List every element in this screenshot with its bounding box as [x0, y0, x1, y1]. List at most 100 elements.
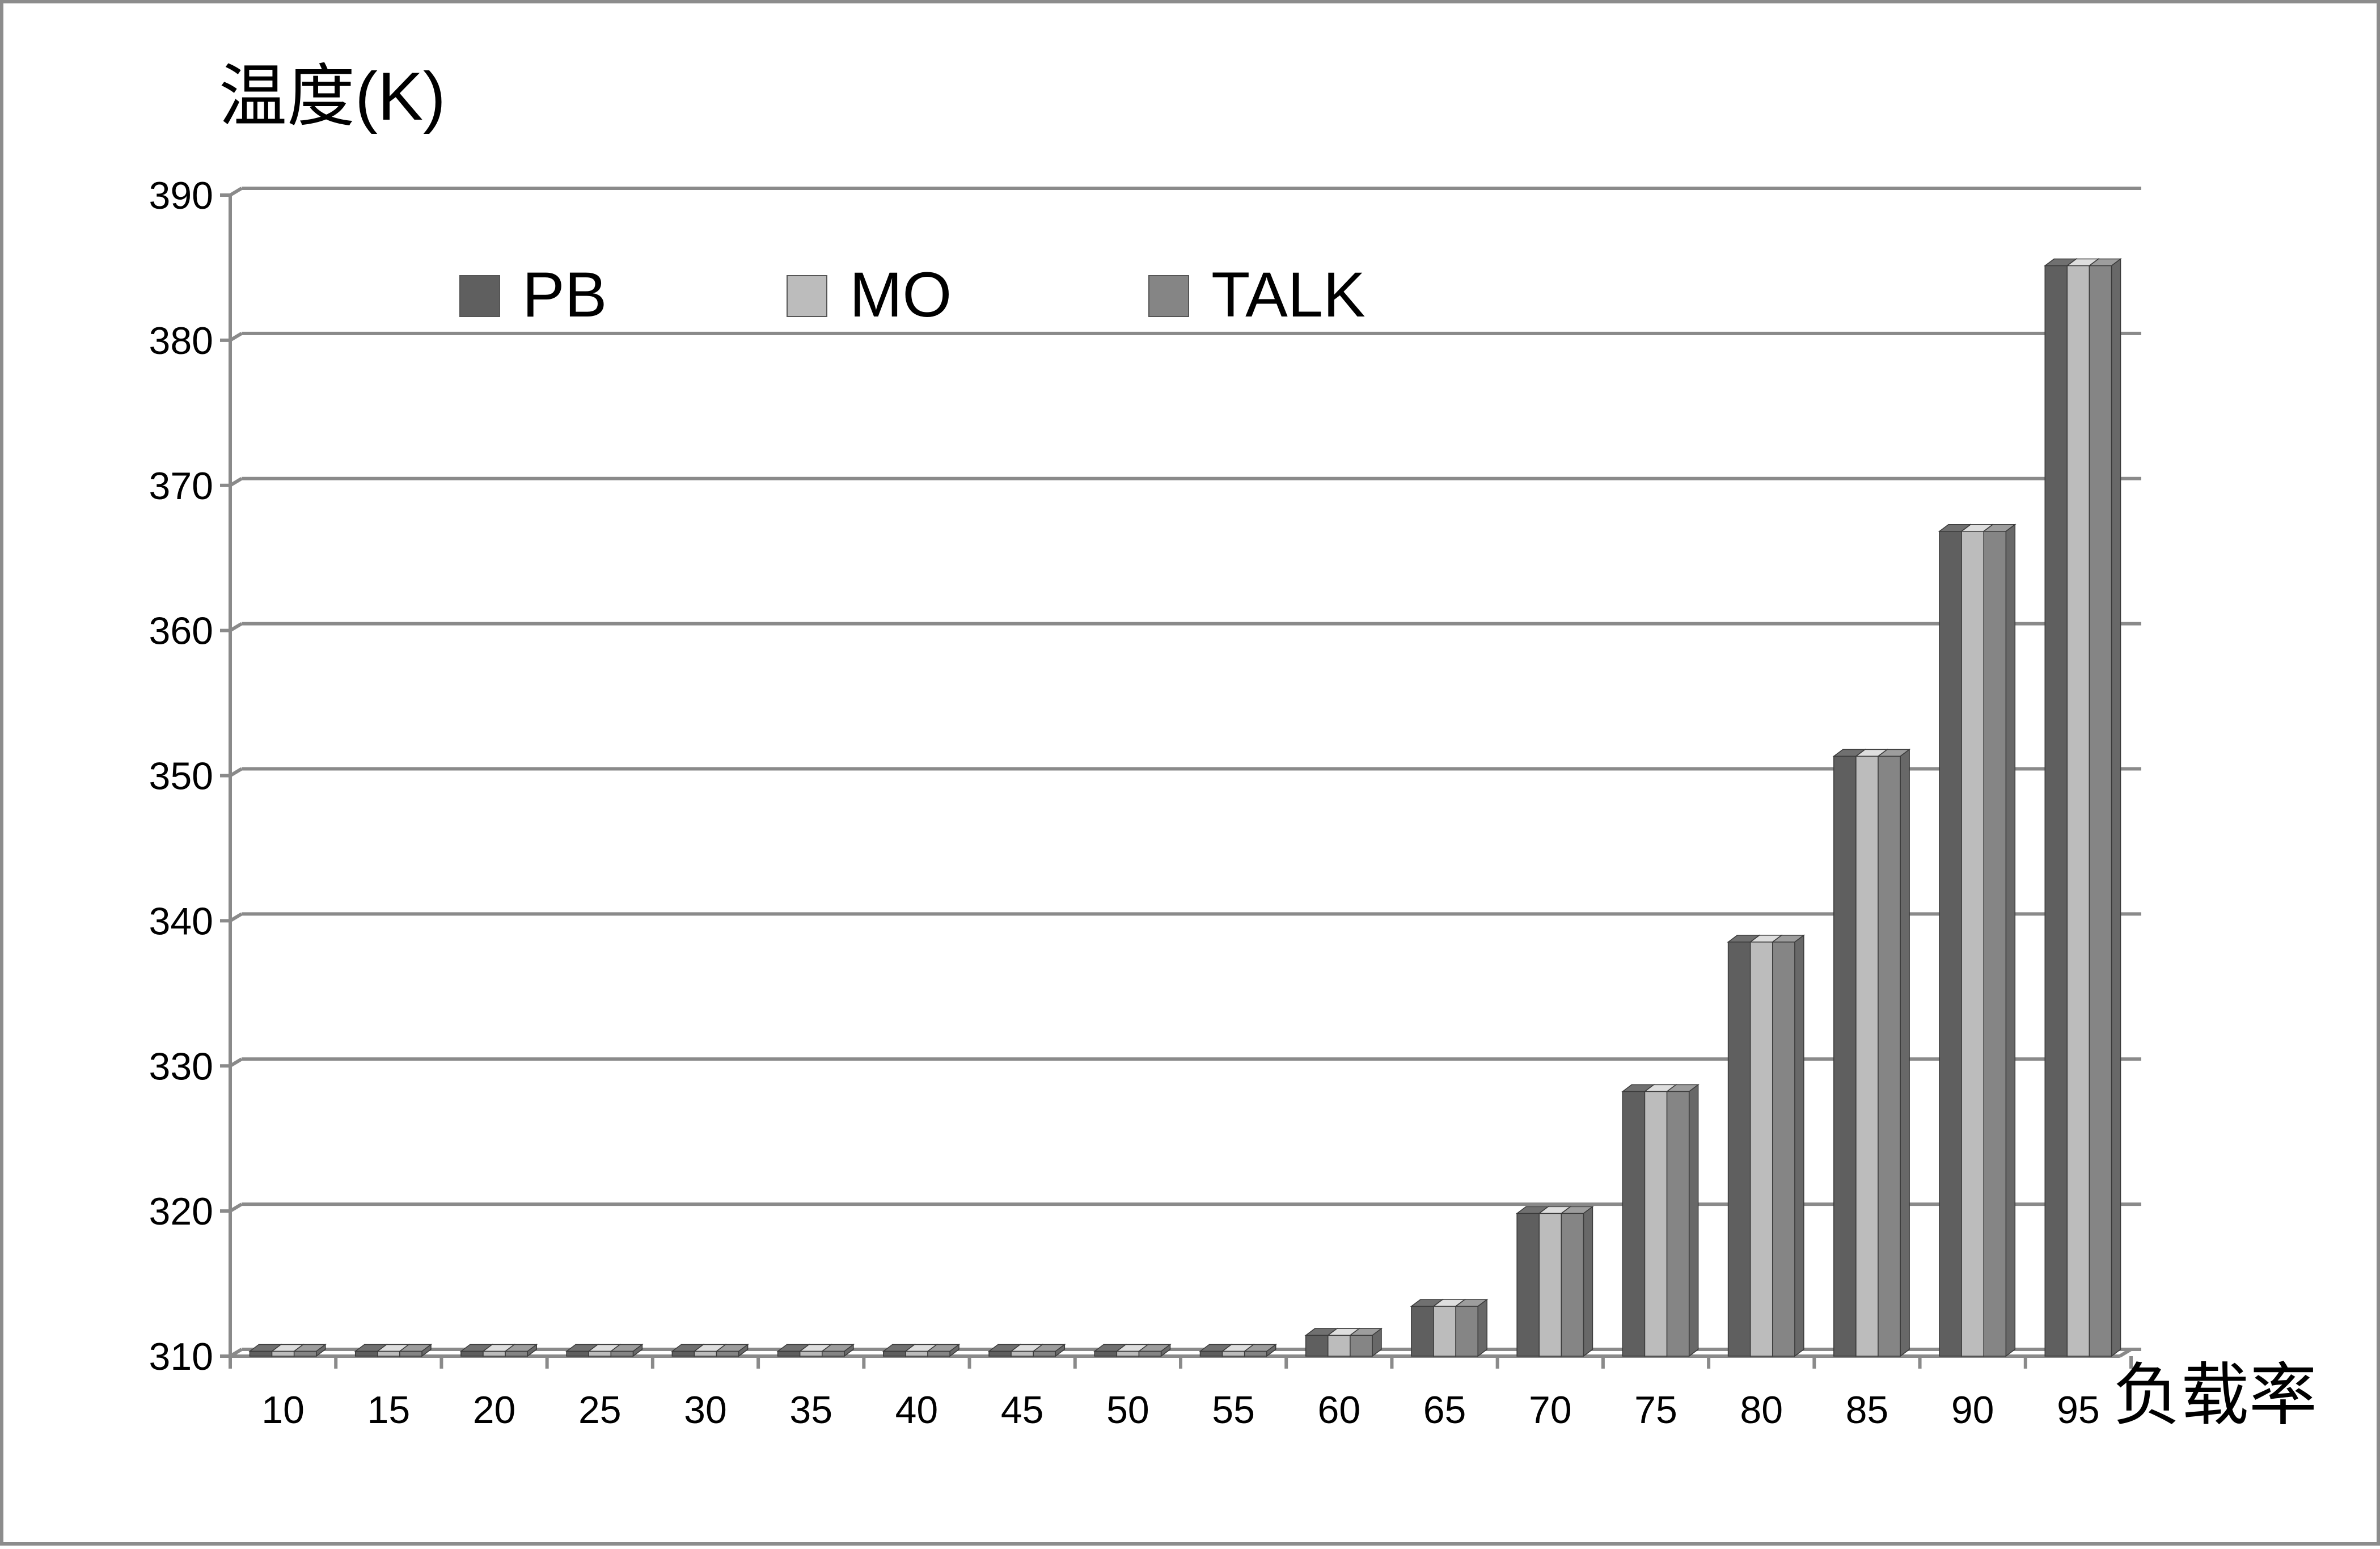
y-tick-label: 360: [149, 610, 213, 653]
bar-pb: [1727, 942, 1751, 1357]
x-tick-label: 75: [1634, 1388, 1677, 1432]
x-tick-labels: 10 15 20 25 30 35 40 45 50 55 60 65 70 75 80 85 90 95: [261, 1388, 2099, 1432]
bar-talk: [1561, 1213, 1584, 1357]
axes: [220, 187, 2141, 1369]
bar-pb: [1305, 1335, 1329, 1357]
legend-swatch-pb: [459, 275, 500, 317]
y-tick-label: 340: [149, 900, 213, 943]
bar-mo: [1644, 1091, 1668, 1357]
bar-talk: [1138, 1350, 1162, 1357]
bar-talk: [2089, 265, 2112, 1357]
legend-label-mo: MO: [849, 259, 952, 330]
bar-talk: [1455, 1306, 1478, 1357]
y-tick-label: 380: [149, 319, 213, 362]
bar-talk: [610, 1350, 634, 1357]
x-tick-label: 20: [473, 1388, 516, 1432]
bar-mo: [483, 1350, 506, 1357]
bar-talk: [399, 1350, 422, 1357]
bar-mo: [1221, 1350, 1245, 1357]
x-tick-label: 55: [1212, 1388, 1255, 1432]
gridline-depth: [229, 622, 243, 632]
x-tick-label: 65: [1423, 1388, 1466, 1432]
bar-pb: [671, 1350, 695, 1357]
bar-pb: [1199, 1350, 1223, 1357]
x-axis-title: 负载率: [2113, 1357, 2317, 1433]
x-tick-label: 80: [1740, 1388, 1783, 1432]
bar-chart: 310 320 330 340 350 360 370 380 390 10 15 20 25 30 35…: [149, 58, 2317, 1433]
x-tick-label: 10: [261, 1388, 305, 1432]
y-tick-label: 330: [149, 1045, 213, 1088]
bar-talk: [716, 1350, 739, 1357]
gridline-depth: [229, 1057, 243, 1067]
bar-mo: [1855, 755, 1879, 1357]
x-tick-label: 70: [1529, 1388, 1572, 1432]
bar-talk: [505, 1350, 528, 1357]
bars: [248, 258, 2122, 1357]
bar-talk: [822, 1350, 845, 1357]
bar-pb: [1094, 1350, 1118, 1357]
bar-talk: [1983, 530, 2007, 1357]
bar-pb: [988, 1350, 1012, 1357]
bar-pb: [1411, 1306, 1434, 1357]
bar-mo: [905, 1350, 928, 1357]
legend-label-talk: TALK: [1211, 259, 1366, 330]
y-tick-label: 370: [149, 465, 213, 508]
x-axis-depth: [2119, 1348, 2132, 1358]
bar-side-talk: [1688, 1083, 1699, 1357]
bar-pb: [460, 1350, 484, 1357]
legend: PB MO TALK: [459, 259, 1366, 330]
bar-mo: [694, 1350, 717, 1357]
y-tick-label: 390: [149, 174, 213, 217]
bar-side-talk: [2111, 258, 2121, 1357]
bar-mo: [799, 1350, 823, 1357]
x-tick-label: 30: [684, 1388, 727, 1432]
bar-side-talk: [1794, 934, 1804, 1357]
gridline-depth: [229, 767, 243, 778]
x-tick-label: 50: [1106, 1388, 1149, 1432]
bar-talk: [293, 1350, 317, 1357]
bar-mo: [1328, 1335, 1351, 1357]
bar-mo: [1433, 1306, 1456, 1357]
bar-side-talk: [1900, 748, 1910, 1357]
bar-talk: [1350, 1335, 1373, 1357]
bar-talk: [1033, 1350, 1056, 1357]
x-tick-label: 60: [1318, 1388, 1361, 1432]
legend-swatch-mo: [787, 275, 827, 317]
bar-talk: [927, 1350, 950, 1357]
x-tick-label: 15: [367, 1388, 411, 1432]
bar-mo: [1749, 942, 1773, 1357]
y-axis-title: 温度(K): [219, 58, 446, 134]
bar-pb: [1516, 1213, 1540, 1357]
bar-side-talk: [1583, 1205, 1593, 1357]
y-tick-label: 320: [149, 1190, 213, 1233]
legend-swatch-talk: [1148, 275, 1189, 317]
bar-talk: [1878, 755, 1901, 1357]
legend-label-pb: PB: [522, 259, 607, 330]
gridline-depth: [229, 187, 243, 197]
bar-mo: [377, 1350, 400, 1357]
bar-mo: [1961, 530, 1984, 1357]
bar-talk: [1666, 1091, 1690, 1357]
x-tick-label: 45: [1001, 1388, 1044, 1432]
x-tick-label: 25: [578, 1388, 622, 1432]
gridlines: [229, 187, 2131, 1358]
x-tick-label: 35: [789, 1388, 832, 1432]
y-tick-labels: 310 320 330 340 350 360 370 380 390: [149, 174, 213, 1378]
x-tick-label: 90: [1951, 1388, 1994, 1432]
bar-pb: [1833, 755, 1857, 1357]
bar-mo: [588, 1350, 612, 1357]
gridline-depth: [229, 477, 243, 487]
bar-pb: [883, 1350, 906, 1357]
bar-pb: [1939, 530, 1962, 1357]
bar-talk: [1772, 942, 1795, 1357]
x-tick-label: 95: [2057, 1388, 2100, 1432]
bar-side-talk: [2005, 524, 2016, 1357]
bar-pb: [354, 1350, 378, 1357]
bar-talk: [1244, 1350, 1267, 1357]
bar-mo: [271, 1350, 295, 1357]
gridline-depth: [229, 332, 243, 342]
bar-mo: [2066, 265, 2090, 1357]
y-tick-label: 350: [149, 755, 213, 798]
x-tick-label: 85: [1846, 1388, 1889, 1432]
